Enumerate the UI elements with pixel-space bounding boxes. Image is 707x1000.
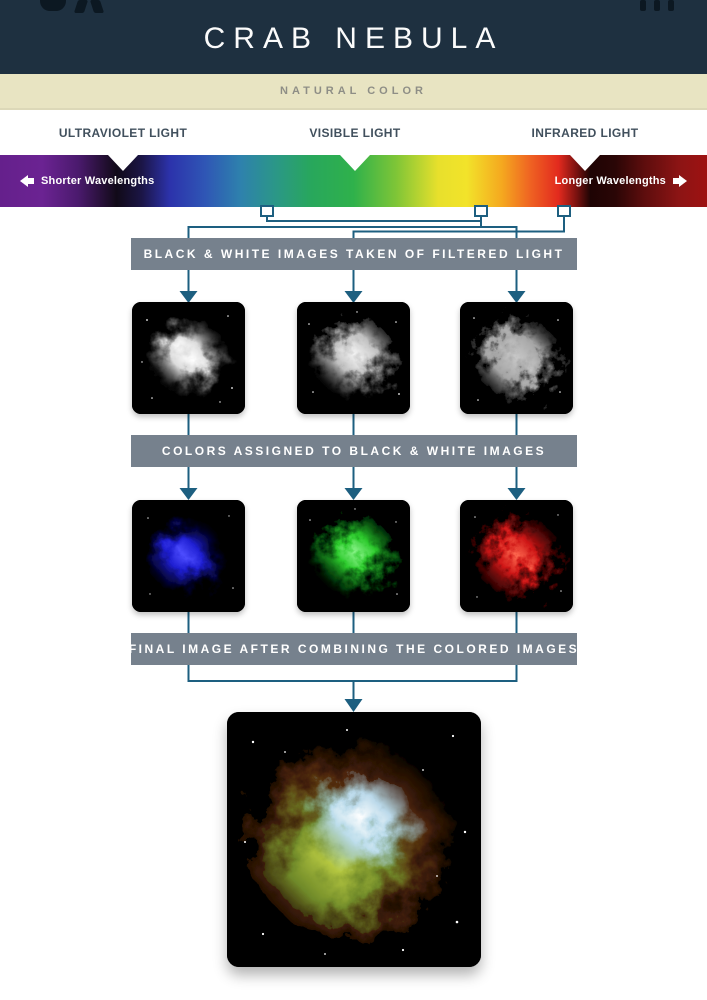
shorter-wavelengths-caption: Shorter Wavelengths	[20, 175, 154, 187]
step1-banner-label: BLACK & WHITE IMAGES TAKEN OF FILTERED L…	[143, 247, 565, 261]
spectrum-tap-3	[557, 205, 571, 217]
shorter-wavelengths-text: Shorter Wavelengths	[41, 175, 155, 187]
cropped-glyph-right-3	[668, 0, 674, 11]
infrared-notch-icon	[570, 155, 600, 171]
bw-image-infrared	[460, 302, 573, 414]
electromagnetic-spectrum-bar: Shorter Wavelengths Longer Wavelengths	[0, 155, 707, 207]
bw-image-ultraviolet	[132, 302, 245, 414]
step2-banner-label: COLORS ASSIGNED TO BLACK & WHITE IMAGES	[161, 444, 547, 458]
step1-banner: BLACK & WHITE IMAGES TAKEN OF FILTERED L…	[131, 238, 577, 270]
longer-wavelengths-text: Longer Wavelengths	[554, 175, 666, 187]
step3-banner-label: FINAL IMAGE AFTER COMBINING THE COLORED …	[128, 642, 580, 656]
ultraviolet-notch-icon	[108, 155, 138, 171]
infrared-light-label: INFRARED LIGHT	[531, 126, 639, 140]
visible-notch-icon	[340, 155, 370, 171]
section-band: NATURAL COLOR	[0, 74, 707, 110]
longer-wavelengths-caption: Longer Wavelengths	[555, 175, 687, 187]
colored-image-red	[460, 500, 573, 612]
step2-banner: COLORS ASSIGNED TO BLACK & WHITE IMAGES	[131, 435, 577, 467]
ultraviolet-light-label: ULTRAVIOLET LIGHT	[58, 126, 188, 140]
colored-image-green	[297, 500, 410, 612]
colored-image-blue	[132, 500, 245, 612]
cropped-glyph-left-2	[73, 0, 89, 13]
cropped-glyph-right-2	[654, 0, 660, 11]
cropped-glyph-left	[40, 0, 66, 11]
spectrum-tap-1	[260, 205, 274, 217]
section-label: NATURAL COLOR	[280, 85, 427, 97]
page-header: CRAB NEBULA	[0, 0, 707, 74]
page-title: CRAB NEBULA	[203, 22, 504, 55]
right-arrow-icon	[673, 175, 687, 187]
final-natural-color-image	[227, 712, 481, 967]
bw-image-visible	[297, 302, 410, 414]
spectrum-tap-2	[474, 205, 488, 217]
cropped-glyph-left-3	[89, 0, 105, 13]
visible-light-label: VISIBLE LIGHT	[309, 126, 401, 140]
cropped-glyph-right	[640, 0, 646, 11]
left-arrow-icon	[20, 175, 34, 187]
step3-banner: FINAL IMAGE AFTER COMBINING THE COLORED …	[128, 633, 580, 665]
